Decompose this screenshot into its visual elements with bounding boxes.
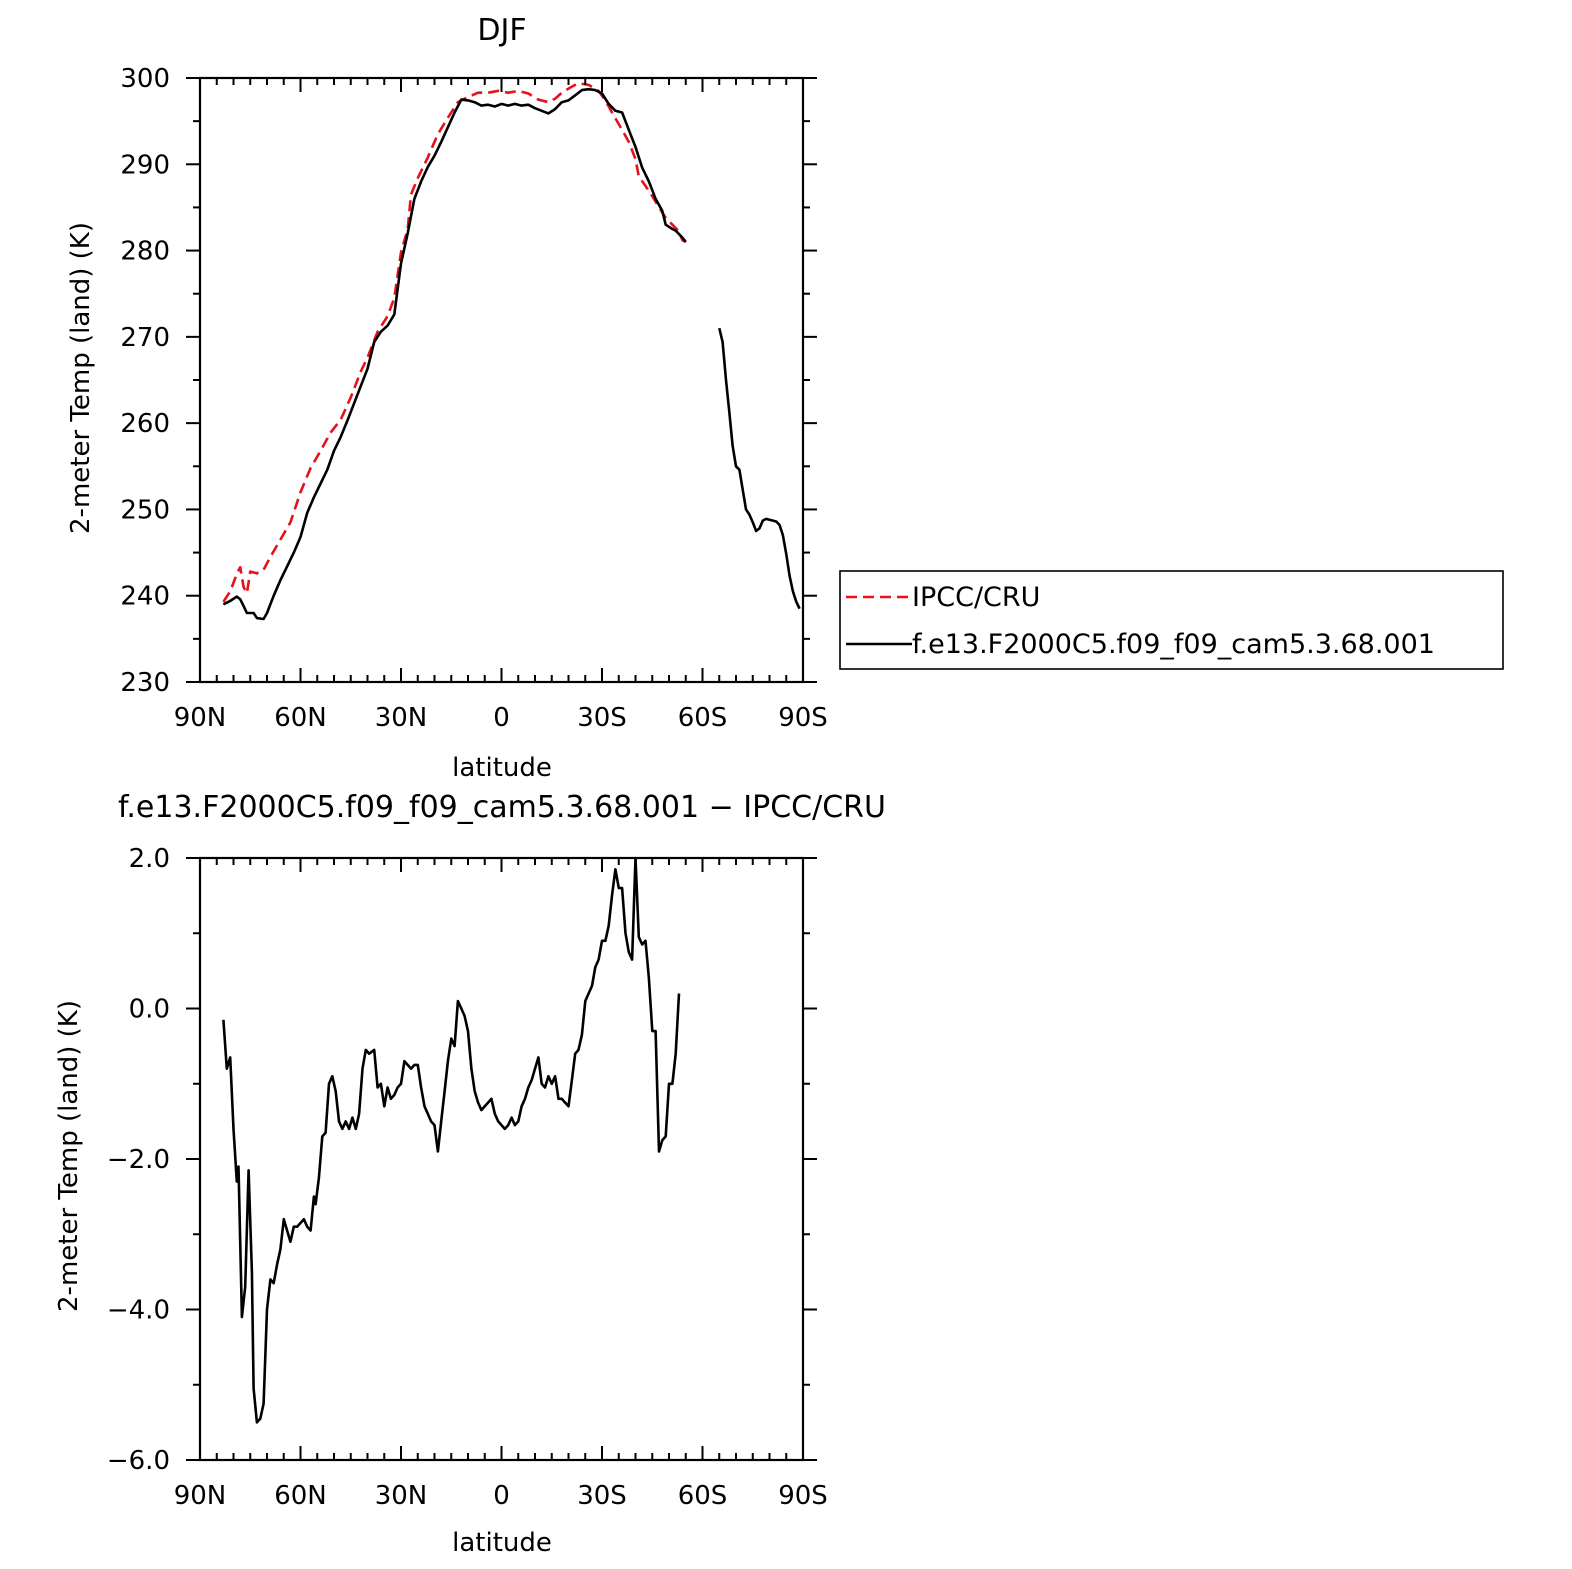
- x-tick-label: 30S: [577, 703, 627, 733]
- x-tick-label: 90S: [778, 1481, 828, 1511]
- series-line: [222, 81, 687, 603]
- y-tick-label: 300: [120, 64, 170, 94]
- plot-frame: [198, 76, 805, 684]
- x-axis-ticks: 90N 60N 30N 0 30S 60S 90S: [174, 78, 828, 733]
- y-tick-label: 240: [120, 582, 170, 612]
- y-axis-ticks: 230 240 250 260 270 280 290 300: [120, 64, 817, 698]
- x-axis-label: latitude: [452, 753, 552, 783]
- plot-area: [198, 856, 805, 1462]
- y-tick-label: −4.0: [107, 1296, 170, 1326]
- x-tick-label: 0: [493, 703, 510, 733]
- y-axis-ticks: −6.0 −4.0 −2.0 0.0 2.0: [107, 844, 817, 1476]
- plot-frame: [198, 856, 805, 1462]
- chart-title: f.e13.F2000C5.f09_f09_cam5.3.68.001 − IP…: [118, 790, 886, 825]
- series-line: [718, 327, 801, 610]
- series-line: [222, 87, 687, 621]
- x-tick-label: 90N: [174, 703, 227, 733]
- djf-temperature-chart: DJF 90N 60N 30N 0 30S 60S 90S 2302402502602702…: [66, 13, 1504, 783]
- x-tick-label: 30N: [375, 1481, 428, 1511]
- difference-chart: f.e13.F2000C5.f09_f09_cam5.3.68.001 − IP…: [54, 790, 886, 1558]
- x-tick-label: 60S: [678, 703, 728, 733]
- x-tick-label: 0: [493, 1481, 510, 1511]
- x-tick-label: 90N: [174, 1481, 227, 1511]
- y-tick-label: 0.0: [129, 995, 170, 1025]
- y-tick-label: 270: [120, 323, 170, 353]
- x-axis-label: latitude: [452, 1528, 552, 1558]
- legend-label: IPCC/CRU: [912, 582, 1040, 613]
- y-tick-label: 250: [120, 495, 170, 525]
- x-tick-label: 60N: [274, 1481, 327, 1511]
- y-tick-label: 260: [120, 409, 170, 439]
- series-line: [222, 856, 681, 1424]
- y-tick-label: 290: [120, 150, 170, 180]
- y-tick-label: 2.0: [129, 844, 170, 874]
- legend-label: f.e13.F2000C5.f09_f09_cam5.3.68.001: [912, 629, 1435, 660]
- y-tick-label: −6.0: [107, 1446, 170, 1476]
- x-axis-ticks: 90N 60N 30N 0 30S 60S 90S: [174, 858, 828, 1511]
- x-tick-label: 30S: [577, 1481, 627, 1511]
- x-tick-label: 30N: [375, 703, 428, 733]
- plot-area: [198, 76, 805, 684]
- y-tick-label: −2.0: [107, 1145, 170, 1175]
- legend: IPCC/CRU f.e13.F2000C5.f09_f09_cam5.3.68.…: [839, 570, 1504, 670]
- x-tick-label: 60N: [274, 703, 327, 733]
- y-axis-label: 2-meter Temp (land) (K): [66, 222, 96, 534]
- y-axis-label: 2-meter Temp (land) (K): [54, 1000, 84, 1312]
- legend-box: [839, 570, 1504, 670]
- y-tick-label: 230: [120, 668, 170, 698]
- x-tick-label: 90S: [778, 703, 828, 733]
- x-tick-label: 60S: [678, 1481, 728, 1511]
- y-tick-label: 280: [120, 237, 170, 267]
- chart-title: DJF: [477, 13, 526, 48]
